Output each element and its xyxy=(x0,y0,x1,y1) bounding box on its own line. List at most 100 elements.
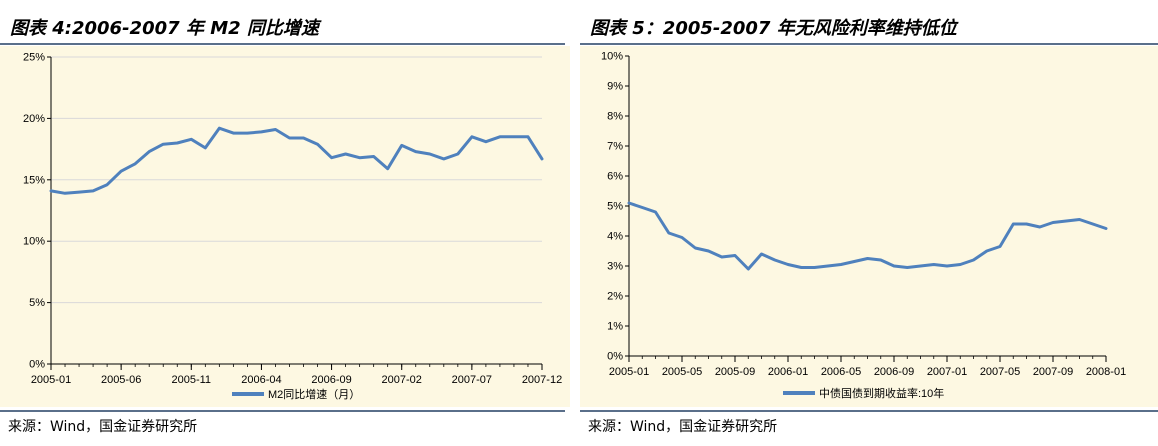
x-tick-label: 2007-01 xyxy=(927,366,967,378)
chart-area: 0% 5% 10% 15% 20% 25% 2005-01 2005-06 2005-11 200… xyxy=(0,46,570,407)
y-tick-label: 10% xyxy=(23,236,45,248)
legend-label: 中债国债到期收益率:10年 xyxy=(819,386,944,400)
data-point xyxy=(471,136,473,138)
chart-area: 0% 1% 2% 3% 4% 5% 6% 7% 8% 9% 10% 2005-01 2005-05 200… xyxy=(580,46,1158,407)
source-divider xyxy=(0,410,565,412)
data-point xyxy=(50,190,52,192)
data-point xyxy=(1025,223,1028,225)
title-divider xyxy=(0,43,565,45)
data-point xyxy=(134,163,136,165)
x-tick-label: 2007-05 xyxy=(980,366,1020,378)
x-tick-label: 2005-01 xyxy=(31,374,71,386)
source-note: 来源：Wind，国金证券研究所 xyxy=(588,419,778,435)
data-point xyxy=(386,167,389,170)
y-tick-label: 0% xyxy=(607,351,623,363)
data-point xyxy=(641,206,644,209)
series-line xyxy=(49,126,544,195)
x-tick-label: 2006-04 xyxy=(241,374,281,386)
data-point xyxy=(720,256,723,258)
data-point xyxy=(428,153,431,155)
data-point xyxy=(654,211,657,213)
data-point xyxy=(330,156,333,159)
x-tick-label: 2005-09 xyxy=(715,366,755,378)
data-point xyxy=(826,265,829,267)
data-point xyxy=(1091,223,1094,225)
data-point xyxy=(773,259,776,261)
data-point xyxy=(760,253,763,255)
data-point xyxy=(985,250,988,252)
y-tick-label: 2% xyxy=(607,291,623,303)
data-point xyxy=(148,150,150,153)
y-tick-label: 5% xyxy=(607,201,623,213)
data-point xyxy=(288,137,291,139)
x-tick-label: 2005-11 xyxy=(172,374,212,386)
data-point xyxy=(190,138,193,141)
y-tick-label: 6% xyxy=(607,171,623,183)
x-tick-label: 2006-09 xyxy=(874,366,914,378)
data-point xyxy=(316,143,319,145)
title-divider xyxy=(580,43,1158,45)
data-point xyxy=(1038,226,1041,228)
x-tick-label: 2007-07 xyxy=(452,374,492,386)
data-point xyxy=(747,268,750,270)
data-point xyxy=(1078,218,1081,221)
data-point xyxy=(106,183,108,186)
y-tick-label: 0% xyxy=(29,359,45,371)
y-tick-label: 9% xyxy=(607,81,623,93)
data-point xyxy=(787,263,789,266)
data-point xyxy=(513,136,515,138)
data-point xyxy=(840,263,842,266)
data-point xyxy=(959,263,962,266)
data-point xyxy=(204,147,207,149)
x-tick-label: 2005-06 xyxy=(101,374,141,386)
x-tick-label: 2007-09 xyxy=(1033,366,1073,378)
data-point xyxy=(972,259,975,261)
chart-title: 图表 4:2006-2007 年 M2 同比增速 xyxy=(10,18,319,39)
data-point xyxy=(400,144,403,147)
source-note: 来源：Wind，国金证券研究所 xyxy=(8,419,198,435)
data-point xyxy=(681,236,683,239)
y-tick-label: 7% xyxy=(607,141,623,153)
x-tick-label: 2006-05 xyxy=(821,366,861,378)
data-point xyxy=(414,150,417,153)
data-point xyxy=(218,127,221,130)
bond-yield-chart: 0% 1% 2% 3% 4% 5% 6% 7% 8% 9% 10% 2005-01 2005-05 200… xyxy=(601,51,1126,401)
y-tick-label: 10% xyxy=(601,51,623,63)
data-point xyxy=(1012,223,1015,225)
source-divider xyxy=(580,410,1158,412)
x-tick-label: 2005-01 xyxy=(609,366,649,378)
data-point xyxy=(372,155,375,158)
data-point xyxy=(302,137,305,139)
data-point xyxy=(485,140,487,143)
data-point xyxy=(499,136,501,138)
data-point xyxy=(919,265,922,267)
y-tick-label: 4% xyxy=(607,231,623,243)
y-tick-label: 1% xyxy=(607,321,623,333)
data-point xyxy=(443,158,445,160)
data-point xyxy=(457,153,459,155)
data-point xyxy=(1105,227,1107,230)
x-tick-label: 2006-01 xyxy=(768,366,808,378)
data-point xyxy=(78,191,80,193)
left-chart-panel: 图表 4:2006-2007 年 M2 同比增速 0% 5% 10% 15% 20% 25… xyxy=(0,0,570,446)
data-point xyxy=(667,232,670,234)
y-tick-label: 20% xyxy=(23,113,45,125)
data-point xyxy=(176,142,179,144)
data-point xyxy=(1065,220,1068,222)
data-point xyxy=(879,259,882,261)
right-chart-panel: 图表 5：2005-2007 年无风险利率维持低位 0% 1% 2% 3% 4% 5% 6%… xyxy=(580,0,1158,446)
legend-label: M2同比增速（月） xyxy=(268,387,360,401)
data-point xyxy=(358,156,361,159)
data-point xyxy=(232,132,235,134)
data-point xyxy=(246,132,249,134)
y-tick-label: 8% xyxy=(607,111,623,123)
data-point xyxy=(800,266,803,269)
y-tick-label: 3% xyxy=(607,261,623,273)
x-tick-label: 2007-02 xyxy=(382,374,422,386)
data-point xyxy=(92,190,94,192)
data-point xyxy=(344,153,347,155)
data-point xyxy=(260,131,263,133)
x-tick-label: 2006-09 xyxy=(311,374,351,386)
data-point xyxy=(527,136,529,138)
data-point xyxy=(906,266,909,269)
